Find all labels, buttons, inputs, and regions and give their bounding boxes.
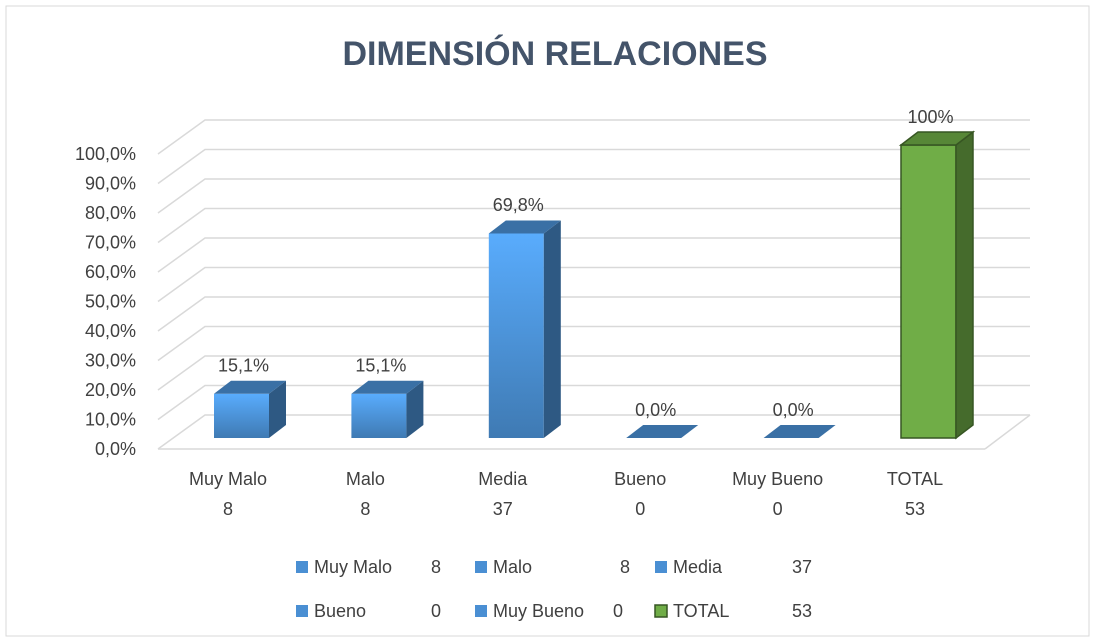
y-tick-label: 80,0%	[85, 203, 136, 223]
grid-line	[157, 296, 1030, 332]
y-tick-label: 90,0%	[85, 173, 136, 193]
legend-count: 0	[613, 601, 623, 621]
legend-label: Muy Bueno	[493, 601, 584, 621]
legend-count: 8	[431, 557, 441, 577]
data-label: 100%	[907, 107, 953, 127]
grid-line	[157, 414, 1030, 450]
bar-front	[488, 233, 544, 438]
x-tick-label: Muy Malo	[189, 469, 267, 489]
bar-side	[406, 380, 424, 438]
x-tick-count: 0	[635, 499, 645, 519]
legend-label: Media	[673, 557, 723, 577]
y-tick-label: 40,0%	[85, 321, 136, 341]
bar-top	[626, 425, 699, 438]
bar-top	[214, 380, 286, 394]
x-tick-count: 8	[223, 499, 233, 519]
legend-swatch	[296, 605, 308, 617]
legend-label: Muy Malo	[314, 557, 392, 577]
y-tick-label: 30,0%	[85, 350, 136, 370]
grid-line	[157, 119, 1030, 155]
legend-label: Bueno	[314, 601, 366, 621]
x-tick-label: TOTAL	[887, 469, 943, 489]
bar-front	[351, 393, 407, 438]
grid-line	[157, 266, 1030, 303]
legend-swatch	[655, 561, 667, 573]
grid-line	[157, 237, 1030, 273]
x-tick-label: Malo	[346, 469, 385, 489]
legend-swatch	[296, 561, 308, 573]
bar-side	[955, 130, 974, 440]
x-tick-label: Media	[478, 469, 528, 489]
x-tick-count: 53	[905, 499, 925, 519]
y-tick-label: 0,0%	[95, 439, 136, 459]
y-tick-label: 20,0%	[85, 380, 136, 400]
x-tick-label: Muy Bueno	[732, 469, 823, 489]
data-label: 69,8%	[493, 195, 544, 215]
legend-swatch	[475, 605, 487, 617]
x-tick-count: 37	[493, 499, 513, 519]
x-tick-count: 0	[773, 499, 783, 519]
bar-front	[900, 144, 957, 439]
chart-title: DIMENSIÓN RELACIONES	[342, 35, 767, 73]
data-label: 15,1%	[218, 356, 269, 376]
bar-top	[898, 131, 976, 146]
bar-top	[488, 220, 561, 234]
legend-count: 0	[431, 601, 441, 621]
data-label: 0,0%	[773, 400, 814, 420]
grid-line	[157, 384, 1030, 421]
grid-line	[157, 207, 1030, 244]
legend-label: Malo	[493, 557, 532, 577]
bar-front	[214, 393, 269, 438]
legend-count: 37	[792, 557, 812, 577]
grid-line	[157, 325, 1030, 362]
bar-side	[543, 220, 561, 438]
legend-swatch	[654, 604, 668, 618]
grid-line	[157, 148, 1030, 185]
y-tick-label: 50,0%	[85, 291, 136, 311]
y-tick-label: 70,0%	[85, 232, 136, 252]
legend-count: 53	[792, 601, 812, 621]
x-tick-count: 8	[360, 499, 370, 519]
grid-line	[157, 355, 1030, 391]
y-tick-label: 10,0%	[85, 409, 136, 429]
floor-edge	[984, 414, 1031, 450]
y-tick-label: 60,0%	[85, 262, 136, 282]
x-tick-label: Bueno	[614, 469, 666, 489]
y-tick-label: 100,0%	[75, 144, 136, 164]
data-label: 0,0%	[635, 400, 676, 420]
bar-top	[763, 425, 836, 438]
data-label: 15,1%	[355, 356, 406, 376]
grid-line	[157, 178, 1030, 214]
bar-top	[351, 380, 424, 394]
legend-label: TOTAL	[673, 601, 729, 621]
legend-count: 8	[620, 557, 630, 577]
bar-side	[269, 380, 286, 438]
legend-swatch	[475, 561, 487, 573]
